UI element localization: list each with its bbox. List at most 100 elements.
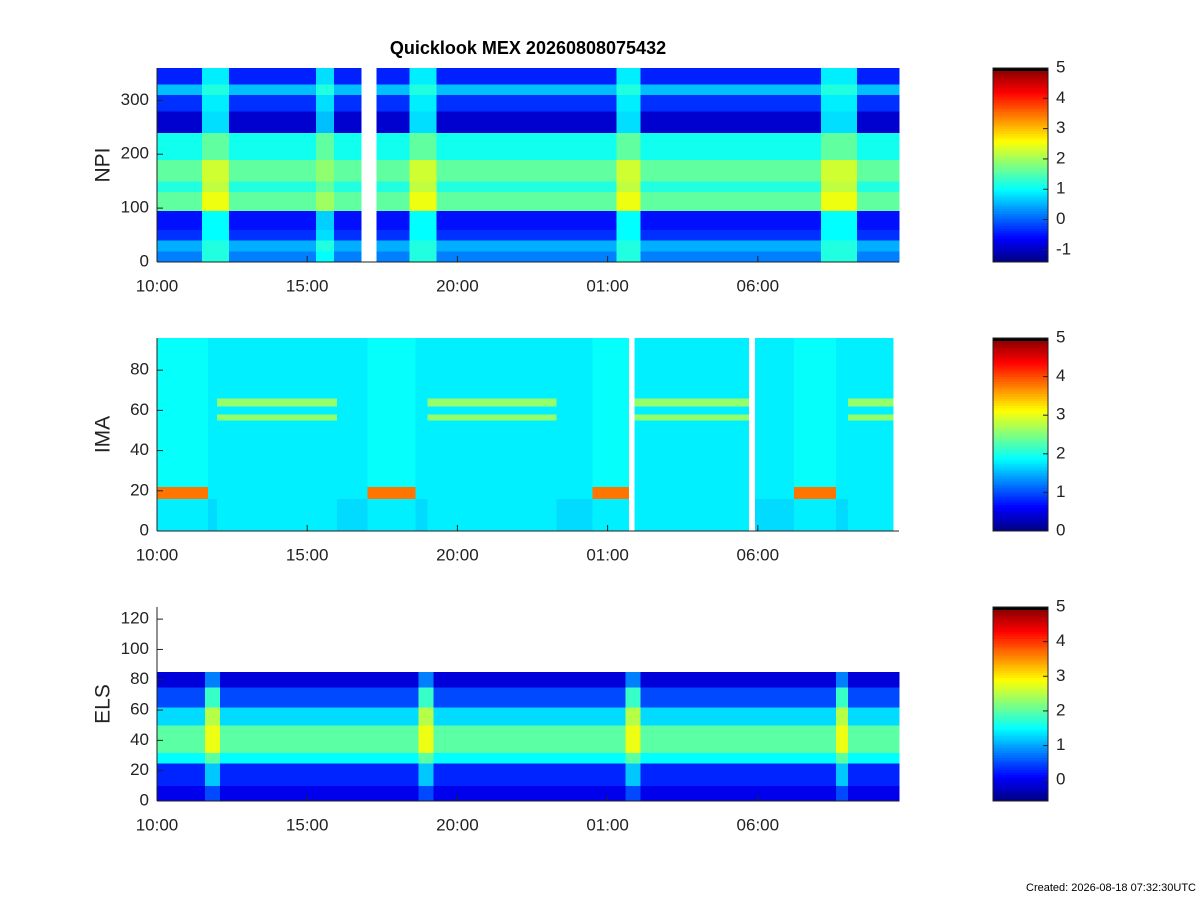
heatmap-cell <box>427 420 557 488</box>
colorbar-strip <box>993 509 1048 513</box>
heatmap-cell <box>202 159 230 182</box>
heatmap-cell <box>229 251 317 263</box>
colorbar-strip <box>993 259 1048 263</box>
heatmap-cell <box>205 763 221 787</box>
heatmap-cell <box>592 414 629 421</box>
colorbar-strip <box>993 123 1048 127</box>
heatmap-cell <box>220 707 419 726</box>
heatmap-cell <box>616 132 641 160</box>
heatmap-cell <box>640 181 822 193</box>
heatmap-cell <box>217 486 338 500</box>
colorbar-strip <box>993 68 1048 71</box>
colorbar-tick-label: 2 <box>1056 443 1065 462</box>
heatmap-cell <box>157 229 203 241</box>
heatmap-cell <box>592 486 629 500</box>
heatmap-cell <box>418 785 434 802</box>
colorbar-strip <box>993 206 1048 210</box>
heatmap-cell <box>334 68 362 85</box>
colorbar-strip <box>993 623 1048 627</box>
colorbar-strip <box>993 106 1048 110</box>
heatmap-cell <box>202 229 230 241</box>
heatmap-cell <box>820 240 858 252</box>
heatmap-cell <box>409 229 437 241</box>
heatmap-cell <box>334 181 362 193</box>
heatmap-cell <box>415 486 428 500</box>
colorbar-strip <box>993 213 1048 217</box>
colorbar-strip <box>993 393 1048 397</box>
colorbar-strip <box>993 89 1048 93</box>
heatmap-cell <box>337 398 368 407</box>
y-tick-label: 300 <box>121 90 149 109</box>
colorbar-strip <box>993 131 1048 134</box>
heatmap-cell <box>616 159 641 182</box>
heatmap-cell <box>616 94 641 112</box>
heatmap-cell <box>856 229 900 241</box>
heatmap-cell <box>820 84 858 96</box>
heatmap-cell <box>640 84 822 96</box>
heatmap-cell <box>427 498 557 532</box>
colorbar-strip <box>993 80 1048 84</box>
colorbar-strip <box>993 769 1048 773</box>
colorbar-strip <box>993 667 1048 671</box>
y-tick-label: 0 <box>140 790 149 809</box>
heatmap-cell <box>433 672 626 688</box>
colorbar-strip <box>993 359 1048 363</box>
colorbar-strip <box>993 432 1048 435</box>
colorbar-strip <box>993 779 1048 783</box>
y-tick-label: 0 <box>140 251 149 270</box>
heatmap-cell <box>616 210 641 230</box>
colorbar-strip <box>993 198 1048 202</box>
heatmap-cell <box>202 68 230 85</box>
heatmap-cell <box>436 159 617 182</box>
colorbar-strip <box>993 650 1048 654</box>
colorbar-strip <box>993 109 1048 113</box>
heatmap-cell <box>157 84 203 96</box>
colorbar-strip <box>993 371 1048 375</box>
colorbar-strip <box>993 711 1048 715</box>
colorbar-strip <box>993 461 1048 464</box>
colorbar-strip <box>993 750 1048 753</box>
colorbar-strip <box>993 379 1048 382</box>
colorbar-strip <box>993 670 1048 673</box>
colorbar-strip <box>993 453 1048 457</box>
heatmap-cell <box>337 420 368 488</box>
heatmap-cell <box>367 338 416 399</box>
colorbar-strip <box>993 77 1048 81</box>
heatmap-cell <box>592 420 629 488</box>
colorbar-strip <box>993 475 1048 479</box>
colorbar-tick-label: 3 <box>1056 118 1065 137</box>
colorbar-strip <box>993 733 1048 737</box>
heatmap-cell <box>376 240 410 252</box>
colorbar-strip <box>993 798 1048 802</box>
y-tick-label: 20 <box>130 760 149 779</box>
colorbar-strip <box>993 420 1048 423</box>
y-tick-label: 200 <box>121 144 149 163</box>
y-tick-label: 80 <box>130 360 149 379</box>
colorbar-strip <box>993 684 1048 688</box>
heatmap-cell <box>856 240 900 252</box>
colorbar-strip <box>993 412 1048 416</box>
colorbar-strip <box>993 451 1048 455</box>
heatmap-cell <box>208 414 218 421</box>
x-tick-label: 06:00 <box>737 545 780 564</box>
heatmap-cell <box>793 406 837 415</box>
colorbar-strip <box>993 511 1048 515</box>
colorbar-strip <box>993 225 1048 229</box>
heatmap-cell <box>847 414 894 421</box>
heatmap-cell <box>556 486 593 500</box>
colorbar-strip <box>993 211 1048 214</box>
heatmap-cell <box>820 94 858 112</box>
colorbar-strip <box>993 177 1048 181</box>
heatmap-cell <box>433 785 626 802</box>
heatmap-cell <box>220 752 419 764</box>
colorbar-strip <box>993 165 1048 168</box>
colorbar-strip <box>993 687 1048 690</box>
heatmap-cell <box>820 111 858 133</box>
heatmap-cell <box>205 687 221 708</box>
heatmap-cell <box>634 406 750 415</box>
heatmap-cell <box>856 111 900 133</box>
heatmap-cell <box>334 94 362 112</box>
colorbar-strip <box>993 638 1048 642</box>
x-tick-label: 01:00 <box>586 276 629 295</box>
heatmap-cell <box>835 785 849 802</box>
